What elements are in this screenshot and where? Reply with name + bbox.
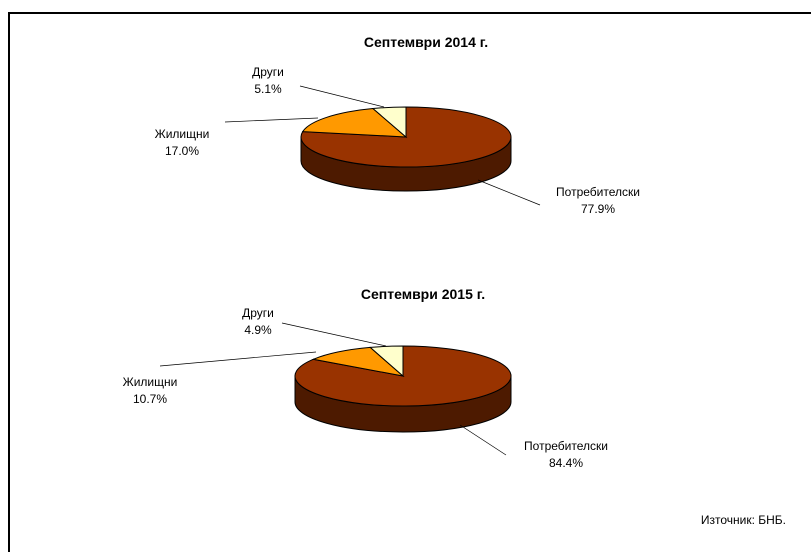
slice-value: 4.9%	[244, 323, 272, 337]
leader-line	[159, 351, 317, 367]
slice-label: Други	[252, 65, 284, 79]
slice-value: 17.0%	[165, 144, 199, 158]
slice-value: 77.9%	[581, 202, 615, 216]
chart-title: Септември 2014 г.	[364, 34, 488, 50]
pie-slice	[311, 346, 405, 377]
pie-slice	[301, 108, 408, 138]
slice-label: Потребителски	[556, 185, 640, 199]
chart-title: Септември 2015 г.	[361, 286, 485, 302]
leader-line	[459, 424, 507, 456]
pie-slice	[371, 106, 407, 139]
slice-label: Жилищни	[123, 375, 178, 389]
frame	[8, 12, 811, 557]
leader-line	[477, 179, 541, 206]
leader-line	[224, 117, 319, 123]
slice-value: 10.7%	[133, 392, 167, 406]
slice-label: Жилищни	[155, 127, 210, 141]
leader-line	[281, 322, 387, 347]
slice-value: 84.4%	[549, 456, 583, 470]
slice-label: Потребителски	[524, 439, 608, 453]
slice-value: 5.1%	[254, 82, 282, 96]
pie-slice	[369, 345, 404, 378]
slice-label: Други	[242, 306, 274, 320]
source-note: Източник: БНБ.	[701, 513, 786, 527]
leader-line	[299, 85, 385, 108]
pie-slice	[300, 106, 512, 168]
